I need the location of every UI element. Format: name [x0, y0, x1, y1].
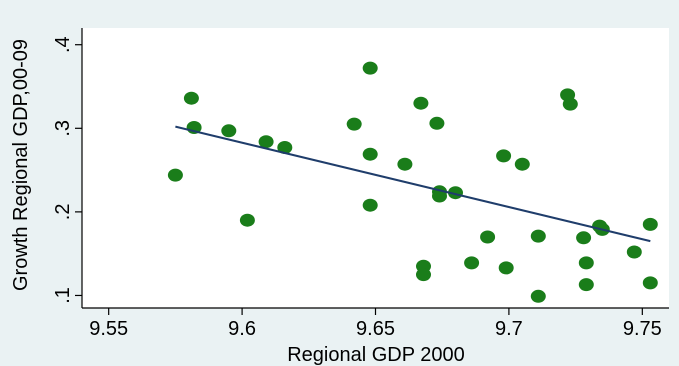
data-point — [362, 198, 378, 212]
data-point — [496, 149, 512, 163]
data-point — [464, 256, 480, 270]
y-tick-label: .1 — [52, 287, 74, 304]
data-points — [167, 61, 658, 303]
data-point — [362, 147, 378, 161]
data-point — [239, 213, 255, 227]
data-point — [578, 256, 594, 270]
x-tick-label: 9.65 — [356, 318, 395, 340]
y-axis-ticks: .1 .2 .3 .4 — [52, 36, 82, 304]
data-point — [258, 135, 274, 149]
data-point — [576, 231, 592, 245]
data-point — [530, 289, 546, 303]
data-point — [397, 157, 413, 171]
x-tick-label: 9.75 — [623, 318, 662, 340]
x-tick-label: 9.7 — [495, 318, 523, 340]
data-point — [167, 168, 183, 182]
data-point — [530, 229, 546, 243]
x-axis-title: Regional GDP 2000 — [287, 344, 465, 366]
data-point — [514, 157, 530, 171]
y-axis-title: Growth Regional GDP,00-09 — [10, 39, 32, 291]
data-point — [429, 116, 445, 130]
data-point — [416, 268, 431, 282]
data-point — [432, 189, 447, 203]
data-point — [413, 96, 429, 110]
data-point — [642, 276, 658, 290]
x-tick-label: 9.55 — [89, 318, 128, 340]
data-point — [362, 61, 378, 75]
data-point — [626, 245, 642, 259]
data-point — [498, 261, 514, 275]
x-axis-ticks: 9.55 9.6 9.65 9.7 9.75 — [89, 308, 662, 340]
y-tick-label: .2 — [52, 204, 74, 221]
data-point — [562, 97, 578, 111]
data-point — [642, 217, 658, 231]
data-point — [183, 91, 199, 105]
data-point — [480, 230, 496, 244]
y-tick-label: .4 — [52, 36, 74, 53]
data-point — [346, 117, 362, 131]
data-point — [221, 124, 237, 138]
x-tick-label: 9.6 — [228, 318, 256, 340]
fitted-line — [175, 125, 651, 243]
data-point — [578, 278, 594, 292]
plot-area — [82, 28, 669, 308]
y-tick-label: .3 — [52, 120, 74, 137]
data-point — [277, 141, 293, 154]
